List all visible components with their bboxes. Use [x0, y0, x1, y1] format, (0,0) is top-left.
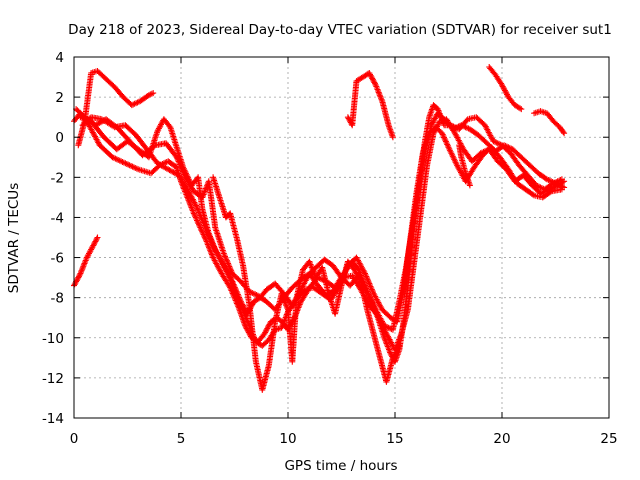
- data-point-markers: [486, 64, 525, 113]
- x-tick-label: 0: [70, 431, 79, 447]
- grid-lines: [74, 57, 609, 418]
- y-tick-label: -14: [42, 411, 64, 427]
- series-arc-k: [456, 142, 473, 189]
- data-point-markers: [531, 108, 568, 137]
- x-tick-labels: 0 5 10 15 20 25: [70, 431, 618, 447]
- x-tick-label: 5: [177, 431, 186, 447]
- x-tick-label: 20: [493, 431, 510, 447]
- series-arc-g: [210, 174, 403, 393]
- y-tick-label: 0: [55, 130, 64, 146]
- x-tick-label: 15: [386, 431, 403, 447]
- y-tick-labels: -14 -12 -10 -8 -6 -4 -2 0 2 4: [42, 50, 64, 427]
- data-marks: [71, 64, 568, 393]
- data-point-markers: [210, 174, 403, 393]
- data-point-markers: [71, 234, 101, 289]
- y-tick-label: 4: [55, 50, 64, 66]
- y-tick-label: -12: [42, 371, 64, 387]
- x-axis-label: GPS time / hours: [284, 458, 397, 474]
- series-arc-e: [75, 68, 157, 149]
- y-tick-label: -4: [51, 210, 64, 226]
- plot-frame: [73, 56, 610, 419]
- y-tick-label: -8: [51, 291, 64, 307]
- data-point-markers: [71, 102, 565, 365]
- y-tick-label: 2: [55, 90, 64, 106]
- y-tick-label: -6: [51, 251, 64, 267]
- y-tick-label: -10: [42, 331, 64, 347]
- chart-title: Day 218 of 2023, Sidereal Day-to-day VTE…: [68, 22, 612, 38]
- y-axis-label: SDTVAR / TECUs: [6, 183, 22, 293]
- series-arc-j: [531, 108, 568, 137]
- y-tick-label: -2: [51, 170, 64, 186]
- data-point-markers: [456, 142, 473, 189]
- x-tick-label: 10: [279, 431, 296, 447]
- series-arc-f: [71, 234, 101, 289]
- axis-ticks: [73, 56, 610, 419]
- data-point-markers: [344, 70, 396, 141]
- series-arc-a: [71, 102, 565, 365]
- series-arc-h: [344, 70, 396, 141]
- series-arc-i: [486, 64, 525, 113]
- x-tick-label: 25: [600, 431, 617, 447]
- data-point-markers: [75, 68, 157, 149]
